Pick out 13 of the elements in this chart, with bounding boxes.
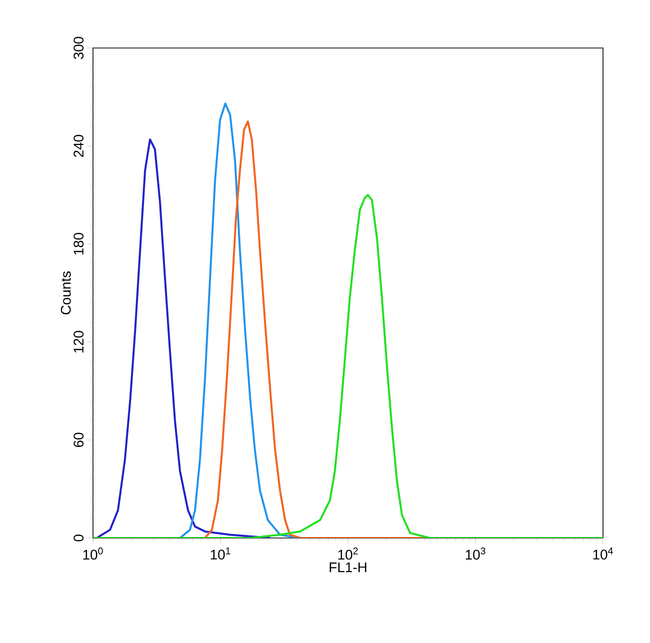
- x-tick-label: 10$^{1}$: [210, 548, 230, 560]
- y-axis-title: Counts: [60, 271, 71, 314]
- y-tick-label: 60: [74, 432, 84, 448]
- x-axis-title: FL1-H: [330, 562, 366, 572]
- x-tick-label: 10$^{2}$: [338, 548, 358, 560]
- y-tick-label: 180: [74, 232, 84, 255]
- x-tick-label: 10$^{4}$: [593, 548, 613, 560]
- y-tick-label: 240: [74, 134, 84, 157]
- y-tick-label: 300: [74, 36, 84, 60]
- y-tick-label: 120: [74, 330, 84, 353]
- x-tick-label: 10$^{0}$: [83, 548, 103, 560]
- x-tick-label: 10$^{3}$: [466, 548, 486, 560]
- y-tick-label: 0: [74, 534, 84, 542]
